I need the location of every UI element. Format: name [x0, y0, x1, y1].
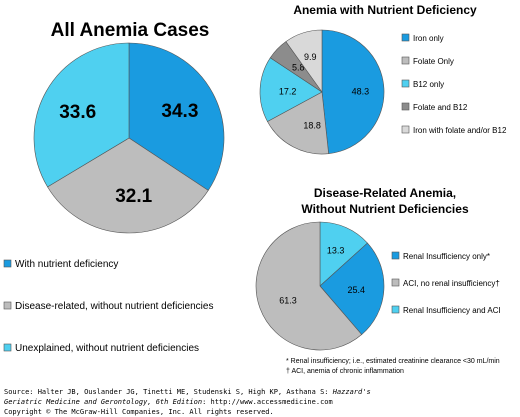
pie-disease-related: 13.3 25.4 61.3 [255, 221, 385, 351]
pie-slice [33, 42, 130, 188]
legend-label: Folate and B12 [413, 103, 468, 112]
slice-value-label: 5.8 [292, 63, 305, 73]
source-line-1: Source: Halter JB, Ouslander JG, Tinetti… [4, 388, 371, 396]
legend-all-anemia: With nutrient deficiency Disease-related,… [3, 259, 213, 354]
slice-value-label: 18.8 [303, 120, 321, 130]
legend-swatch [391, 305, 400, 314]
slice-value-label: 13.3 [327, 245, 345, 255]
pie-slice [267, 91, 329, 155]
pie-slice [259, 57, 323, 122]
slice-value-label: 9.9 [304, 52, 317, 62]
legend-nutrient-deficiency: Iron only Folate Only B12 only Folate and B… [401, 33, 507, 135]
slice-value-label: 33.6 [59, 102, 96, 123]
pie-slice [321, 29, 385, 154]
slice-value-label: 48.3 [352, 86, 370, 96]
legend-disease-related: Renal Insufficiency only* ACI, no renal i… [391, 251, 501, 315]
legend-swatch [401, 33, 410, 42]
legend-label: Unexplained, without nutrient deficienci… [15, 343, 199, 354]
footnote-aci: † ACI, anemia of chronic inflammation [286, 368, 404, 375]
legend-label: With nutrient deficiency [15, 259, 118, 270]
legend-swatch [3, 259, 12, 268]
copyright-line: Copyright © The McGraw-Hill Companies, I… [4, 408, 274, 416]
slice-value-label: 25.4 [348, 285, 366, 295]
source-line-2: Geriatric Medicine and Gerontology, 6th … [4, 398, 333, 406]
chart-title-nutrient: Anemia with Nutrient Deficiency [293, 3, 477, 17]
pie-slice [47, 137, 209, 234]
pie-slice [255, 221, 363, 351]
legend-swatch [3, 301, 12, 310]
legend-swatch [391, 278, 400, 287]
chart-title-all-anemia: All Anemia Cases [51, 20, 210, 41]
source-citation: Source: Halter JB, Ouslander JG, Tinetti… [4, 387, 516, 417]
footnote-renal: * Renal insufficiency; i.e., estimated c… [286, 358, 500, 365]
chart-title-disease-line1: Disease-Related Anemia, [314, 186, 456, 200]
legend-label: Disease-related, without nutrient defici… [15, 301, 213, 312]
pie-slice [285, 29, 323, 93]
legend-label: Renal Insufficiency and ACI [403, 306, 501, 315]
legend-label: ACI, no renal insufficiency† [403, 279, 500, 288]
legend-swatch [3, 343, 12, 352]
legend-label: Iron only [413, 34, 444, 43]
legend-label: Renal Insufficiency only* [403, 252, 490, 261]
legend-label: Folate Only [413, 57, 454, 66]
legend-label: B12 only [413, 80, 444, 89]
pie-slice [319, 242, 385, 335]
slice-value-label: 32.1 [115, 186, 152, 207]
slice-value-label: 61.3 [279, 296, 297, 306]
chart-title-disease-line2: Without Nutrient Deficiencies [301, 202, 469, 216]
legend-swatch [401, 102, 410, 111]
pie-all-anemia: 34.3 32.1 33.6 [33, 42, 225, 234]
legend-swatch [401, 125, 410, 134]
legend-swatch [391, 251, 400, 260]
slice-value-label: 17.2 [279, 87, 297, 97]
anemia-figure: All Anemia Cases 34.3 32.1 33.6 With nutri… [3, 3, 507, 375]
legend-swatch [401, 79, 410, 88]
pie-nutrient-deficiency: 48.3 18.8 17.2 5.89.9 [259, 29, 385, 155]
pie-slice [319, 221, 368, 287]
legend-swatch [401, 56, 410, 65]
legend-label: Iron with folate and/or B12 [413, 126, 507, 135]
slice-value-label: 34.3 [161, 101, 198, 122]
